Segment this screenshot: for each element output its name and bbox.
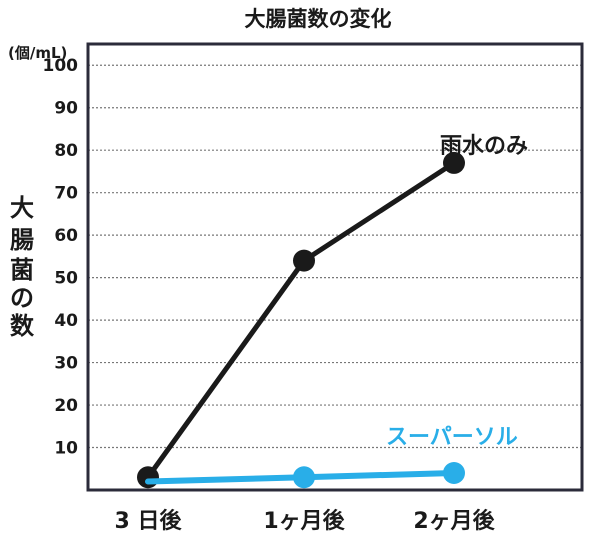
plot-frame bbox=[86, 42, 584, 492]
y-tick-label: 60 bbox=[54, 226, 78, 246]
y-label-char: 数 bbox=[10, 312, 35, 340]
x-tick-label: 3 日後 bbox=[115, 508, 183, 534]
data-point bbox=[137, 466, 159, 489]
y-tick-label: 100 bbox=[43, 56, 79, 76]
series-label-2: スーパーソル bbox=[386, 425, 518, 450]
x-tick-label: 2ヶ月後 bbox=[413, 508, 495, 534]
data-point bbox=[443, 151, 465, 174]
series-lines bbox=[137, 151, 465, 489]
data-point bbox=[293, 249, 315, 272]
x-tick-label: 1ヶ月後 bbox=[263, 508, 345, 534]
y-label-char: の bbox=[10, 284, 34, 312]
y-label-char: 菌 bbox=[10, 256, 34, 284]
series-label-1: 雨水のみ bbox=[440, 134, 528, 159]
y-tick-label: 10 bbox=[54, 439, 78, 459]
gridlines bbox=[88, 64, 582, 449]
y-tick-label: 20 bbox=[54, 396, 78, 416]
y-label-char: 腸 bbox=[10, 226, 34, 254]
y-tick-label: 40 bbox=[54, 311, 78, 331]
x-tick-labels: 3 日後 1ヶ月後 2ヶ月後 bbox=[115, 508, 496, 534]
y-tick-label: 80 bbox=[54, 141, 78, 161]
y-tick-label: 30 bbox=[54, 354, 78, 374]
unit-label: (個/mL) bbox=[8, 44, 67, 62]
y-tick-label: 70 bbox=[54, 184, 78, 204]
y-tick-label: 50 bbox=[54, 269, 78, 289]
data-point bbox=[293, 466, 315, 489]
y-tick-label: 90 bbox=[54, 99, 78, 119]
y-tick-labels: 10 20 30 40 50 60 70 80 90 100 bbox=[43, 56, 79, 458]
data-point bbox=[443, 462, 465, 485]
y-label-char: 大 bbox=[10, 194, 34, 222]
chart-title: 大腸菌数の変化 bbox=[245, 7, 392, 31]
